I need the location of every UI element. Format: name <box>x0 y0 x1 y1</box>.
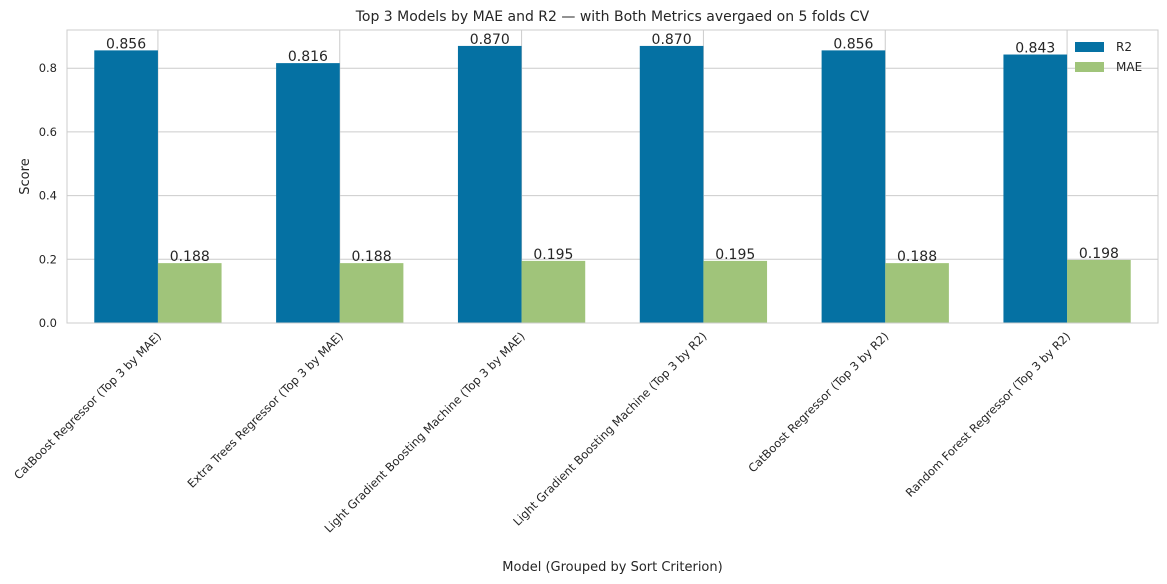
y-tick-label: 0.6 <box>39 125 57 139</box>
bar-layer <box>94 45 1131 324</box>
y-tick-label: 0.4 <box>39 189 57 203</box>
r2-data-label: 0.856 <box>106 36 146 52</box>
r2-bar <box>276 63 340 324</box>
r2-data-label: 0.843 <box>1015 41 1055 57</box>
mae-bar <box>703 260 768 323</box>
mae-data-label: 0.195 <box>715 247 755 263</box>
legend-label-mae: MAE <box>1116 60 1142 74</box>
legend-swatch-r2 <box>1075 42 1104 52</box>
r2-bar <box>457 45 522 323</box>
mae-data-label: 0.188 <box>352 249 392 265</box>
mae-data-label: 0.188 <box>170 249 210 265</box>
y-axis-label: Score <box>18 158 33 194</box>
r2-data-label: 0.870 <box>652 32 692 48</box>
mae-data-label: 0.198 <box>1079 246 1119 262</box>
mae-data-label: 0.188 <box>897 249 937 265</box>
mae-bar <box>885 263 949 323</box>
y-tick-label: 0.8 <box>39 61 57 75</box>
mae-data-label: 0.195 <box>533 247 573 263</box>
legend: R2 MAE <box>1075 40 1142 74</box>
r2-bar <box>1003 54 1068 323</box>
r2-bar <box>821 50 886 324</box>
mae-bar <box>339 263 404 323</box>
legend-swatch-mae <box>1075 62 1104 72</box>
label-layer: 0.856 0.188 0.816 0.188 0.870 0.195 0.870 0.195… <box>106 32 1119 265</box>
r2-data-label: 0.816 <box>288 49 328 65</box>
r2-bar <box>639 45 704 323</box>
r2-data-label: 0.870 <box>470 32 510 48</box>
mae-bar <box>521 260 586 323</box>
chart-title: Top 3 Models by MAE and R2 — with Both M… <box>355 9 870 25</box>
legend-label-r2: R2 <box>1116 40 1132 54</box>
x-axis-label: Model (Grouped by Sort Criterion) <box>502 560 722 575</box>
y-tick-label: 0.0 <box>39 316 57 330</box>
mae-bar <box>1067 259 1131 323</box>
mae-bar <box>157 263 222 323</box>
r2-bar <box>94 50 158 324</box>
r2-data-label: 0.856 <box>833 36 873 52</box>
y-tick-label: 0.2 <box>39 252 57 266</box>
plot-frame <box>66 29 1159 324</box>
